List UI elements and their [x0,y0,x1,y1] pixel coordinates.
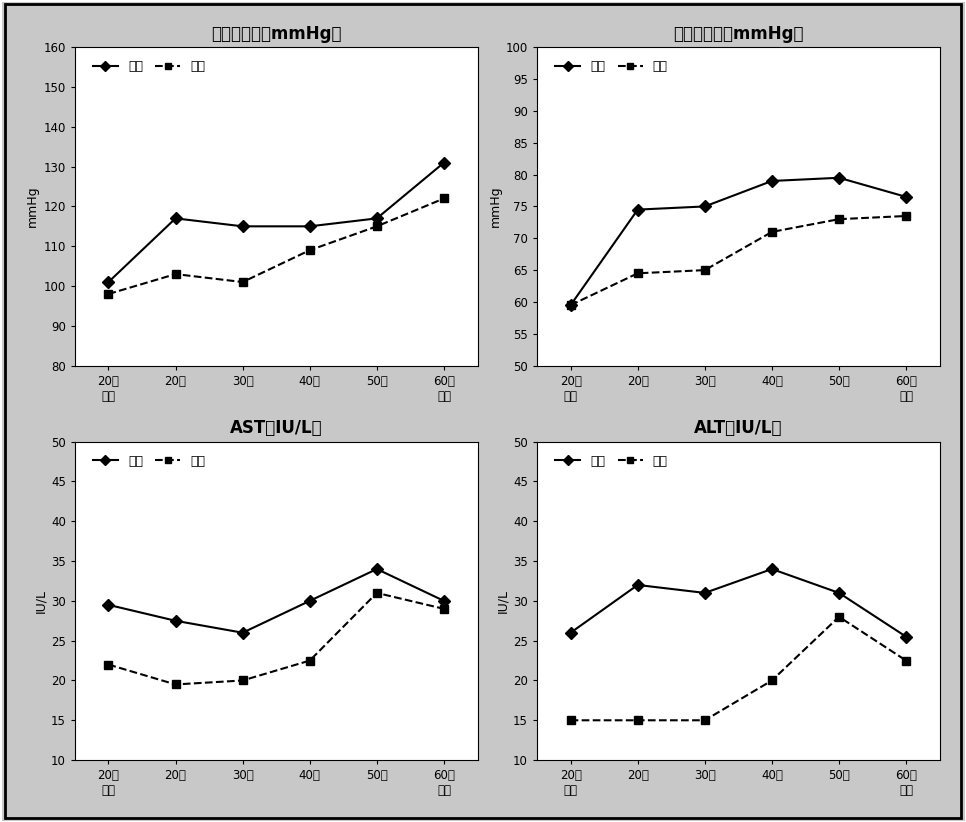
Title: AST（IU/L）: AST（IU/L） [230,419,323,437]
Legend: 낙자, 여자: 낙자, 여자 [89,57,210,77]
Title: ALT（IU/L）: ALT（IU/L） [695,419,782,437]
Legend: 낙자, 여자: 낙자, 여자 [89,451,210,472]
Title: 이완기혁압（mmHg）: 이완기혁압（mmHg） [673,25,804,43]
Legend: 낙자, 여자: 낙자, 여자 [552,57,671,77]
Legend: 낙자, 여자: 낙자, 여자 [552,451,671,472]
Title: 수축기혁압（mmHg）: 수축기혁압（mmHg） [211,25,341,43]
Y-axis label: IU/L: IU/L [34,589,46,613]
Y-axis label: IU/L: IU/L [496,589,509,613]
Y-axis label: mmHg: mmHg [489,186,501,227]
Y-axis label: mmHg: mmHg [26,186,40,227]
